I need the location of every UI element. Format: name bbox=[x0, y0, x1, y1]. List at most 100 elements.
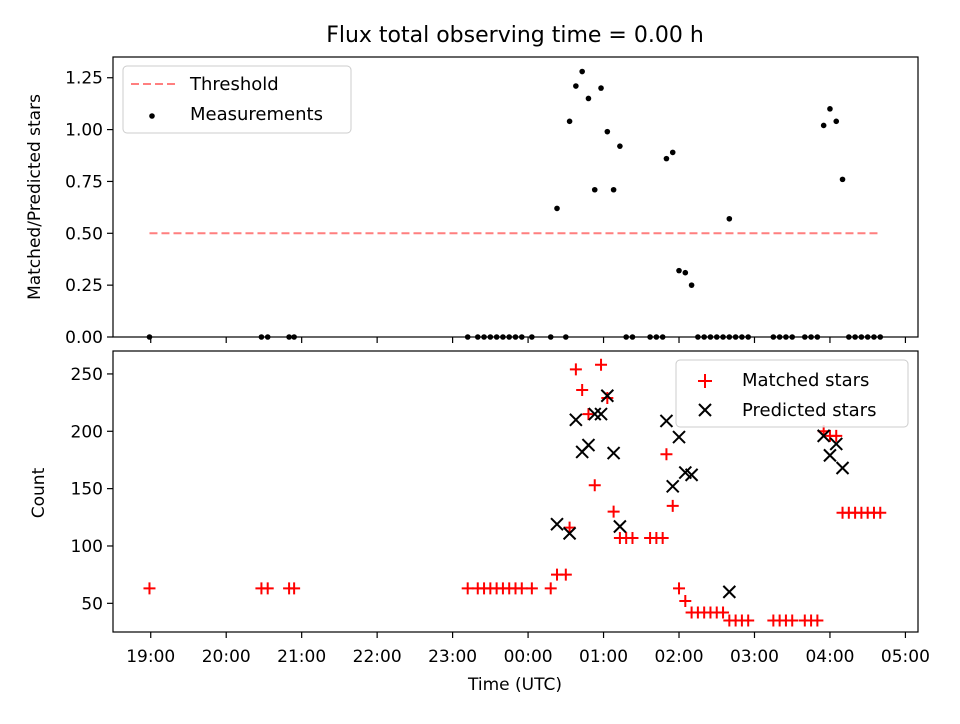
bottom-y-tick-label: 200 bbox=[71, 422, 103, 442]
measurements-legend-label: Measurements bbox=[190, 104, 323, 125]
top-y-tick-label: 0.25 bbox=[65, 276, 103, 296]
matched-stars-point bbox=[660, 448, 673, 461]
matched-stars-point bbox=[626, 531, 639, 544]
measurements-point bbox=[827, 106, 833, 112]
measurements-point bbox=[682, 269, 689, 276]
predicted-stars-point bbox=[835, 461, 850, 475]
x-tick-label: 02:00 bbox=[655, 647, 704, 667]
top-y-tick-label: 0.50 bbox=[65, 224, 103, 244]
count-panel: Count Time (UTC) 50 100 150 200 250 19:00 20:… bbox=[29, 350, 930, 695]
bottom-y-tick-label: 50 bbox=[81, 594, 103, 614]
predicted-stars-point bbox=[666, 479, 680, 494]
bottom-x-ticks: 19:00 20:00 21:00 22:00 23:00 00:00 01:00 02:00… bbox=[126, 632, 930, 667]
matched-stars-point bbox=[666, 499, 679, 512]
measurements-point bbox=[688, 282, 695, 288]
bottom-legend: Matched stars Predicted stars bbox=[675, 359, 909, 428]
predicted-stars-point bbox=[600, 389, 615, 403]
predicted-stars-point bbox=[594, 407, 608, 421]
x-tick-label: 20:00 bbox=[202, 647, 251, 667]
predicted-stars-point bbox=[581, 438, 596, 452]
x-tick-label: 01:00 bbox=[579, 647, 628, 667]
matched-stars-point bbox=[786, 614, 799, 627]
matched-stars-point bbox=[544, 582, 557, 595]
predicted-legend-label: Predicted stars bbox=[742, 400, 876, 421]
chart-title: Flux total observing time = 0.00 h bbox=[326, 23, 704, 48]
predicted-stars-point bbox=[562, 526, 577, 541]
top-y-tick-label: 1.25 bbox=[65, 69, 103, 89]
top-y-tick-label: 1.00 bbox=[65, 121, 103, 141]
measurements-point bbox=[839, 176, 846, 183]
predicted-stars-point bbox=[672, 430, 686, 444]
measurements-point bbox=[676, 267, 682, 274]
bottom-y-ticks: 50 100 150 200 250 bbox=[71, 365, 113, 614]
top-y-tick-label: 0.00 bbox=[65, 328, 103, 348]
measurements-point bbox=[726, 215, 733, 222]
matched-stars-point bbox=[525, 582, 538, 595]
bottom-y-tick-label: 100 bbox=[71, 537, 103, 557]
top-y-tick-label: 0.75 bbox=[65, 172, 103, 192]
bottom-y-tick-label: 250 bbox=[71, 365, 103, 385]
predicted-stars-point bbox=[823, 448, 837, 463]
top-y-ticks: 0.00 0.25 0.50 0.75 1.00 1.25 bbox=[65, 69, 113, 348]
matched-stars-point bbox=[569, 363, 582, 376]
matched-stars-point bbox=[588, 479, 601, 492]
threshold-legend-label: Threshold bbox=[189, 74, 279, 95]
predicted-stars-point bbox=[550, 517, 564, 531]
predicted-stars-point bbox=[569, 413, 583, 427]
top-x-ticks bbox=[150, 337, 907, 343]
matched-stars-point bbox=[607, 505, 620, 518]
matched-stars-point bbox=[811, 614, 824, 627]
x-tick-label: 04:00 bbox=[805, 647, 854, 667]
matched-stars-point bbox=[461, 582, 474, 595]
top-legend-box bbox=[122, 65, 352, 134]
measurements-point bbox=[591, 186, 598, 193]
matched-stars-point bbox=[576, 383, 589, 396]
x-axis-label: Time (UTC) bbox=[467, 675, 562, 695]
bottom-y-axis-label: Count bbox=[29, 467, 49, 518]
measurements-point bbox=[820, 122, 827, 129]
matched-stars-point bbox=[595, 358, 608, 371]
matched-stars-point bbox=[742, 614, 755, 627]
matched-legend-label: Matched stars bbox=[742, 370, 869, 391]
x-tick-label: 21:00 bbox=[277, 647, 326, 667]
x-tick-label: 19:00 bbox=[126, 647, 175, 667]
matched-stars-point bbox=[830, 429, 843, 442]
matched-stars-point bbox=[261, 582, 274, 595]
matched-stars-point bbox=[559, 568, 572, 581]
bottom-axes-frame bbox=[112, 350, 919, 633]
bottom-legend-box bbox=[675, 359, 909, 428]
matched-stars-point bbox=[288, 582, 301, 595]
measurements-point bbox=[617, 143, 623, 149]
predicted-stars-point bbox=[606, 446, 621, 460]
matched-stars-point bbox=[656, 531, 669, 544]
bottom-plot-area bbox=[143, 358, 887, 627]
predicted-legend-swatch bbox=[698, 403, 712, 417]
ratio-panel: Matched/Predicted stars 0.00 0.25 0.50 0.75… bbox=[25, 56, 919, 348]
measurements-point bbox=[566, 118, 573, 125]
matched-stars-point bbox=[515, 582, 528, 595]
top-legend: Threshold Measurements bbox=[122, 65, 352, 134]
measurements-point bbox=[554, 205, 560, 212]
predicted-stars-point bbox=[659, 414, 674, 428]
measurements-point bbox=[669, 149, 676, 156]
top-axes-frame bbox=[112, 56, 919, 338]
measurements-point bbox=[598, 85, 604, 91]
x-tick-label: 05:00 bbox=[881, 647, 930, 667]
matched-stars-point bbox=[143, 582, 156, 595]
predicted-stars-point bbox=[684, 468, 699, 482]
bottom-y-tick-label: 150 bbox=[71, 480, 103, 500]
matched-stars-point bbox=[874, 506, 887, 519]
measurements-point bbox=[573, 83, 579, 89]
measurements-point bbox=[604, 128, 611, 135]
predicted-stars-point bbox=[588, 407, 602, 421]
matched-stars-point bbox=[679, 595, 692, 608]
predicted-stars-point bbox=[816, 429, 831, 443]
matched-stars-point bbox=[582, 408, 595, 421]
measurements-point bbox=[610, 186, 617, 193]
measurements-point bbox=[585, 95, 592, 102]
matched-legend-swatch bbox=[698, 374, 712, 388]
predicted-stars-point bbox=[722, 585, 737, 599]
measurements-point bbox=[663, 155, 670, 162]
measurements-point bbox=[579, 68, 585, 75]
